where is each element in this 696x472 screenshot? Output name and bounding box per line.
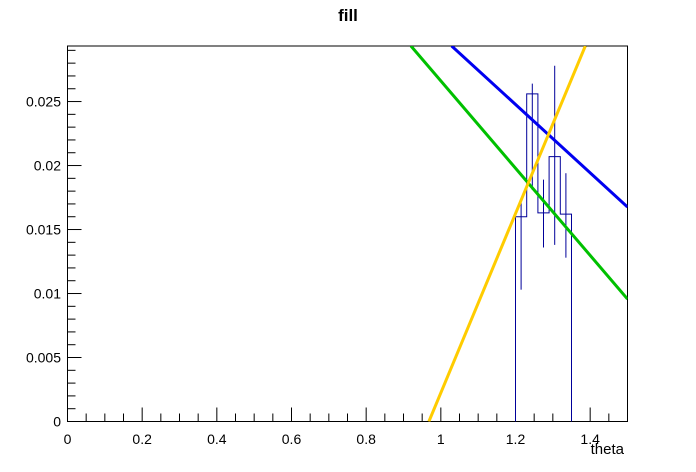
x-axis	[67, 407, 628, 422]
axis-tick-labels: 0 0.2 0.4 0.6 0.8 1 1.2 1.4 0 0.005 0.01 0.015 0.02 0…	[26, 94, 600, 447]
fit-lines	[409, 46, 628, 422]
svg-text:0.02: 0.02	[34, 158, 61, 174]
svg-text:0.015: 0.015	[26, 222, 61, 238]
svg-text:0.2: 0.2	[132, 431, 152, 447]
svg-text:0: 0	[53, 414, 61, 430]
svg-text:0.8: 0.8	[356, 431, 376, 447]
svg-text:0.6: 0.6	[282, 431, 302, 447]
plot-title: fill	[338, 6, 358, 25]
svg-text:0.005: 0.005	[26, 350, 61, 366]
svg-text:0: 0	[64, 431, 72, 447]
svg-text:1: 1	[437, 431, 445, 447]
svg-text:0.4: 0.4	[207, 431, 227, 447]
svg-text:0.01: 0.01	[34, 286, 61, 302]
yellow-fit-line	[427, 46, 587, 422]
y-axis	[67, 49, 82, 422]
blue-fit-line	[450, 46, 628, 209]
x-axis-title: theta	[590, 441, 624, 458]
svg-text:0.025: 0.025	[26, 94, 61, 110]
svg-text:1.4: 1.4	[580, 431, 600, 447]
histogram-error-bars	[520, 65, 567, 290]
green-fit-line	[409, 46, 628, 300]
svg-text:1.2: 1.2	[506, 431, 526, 447]
